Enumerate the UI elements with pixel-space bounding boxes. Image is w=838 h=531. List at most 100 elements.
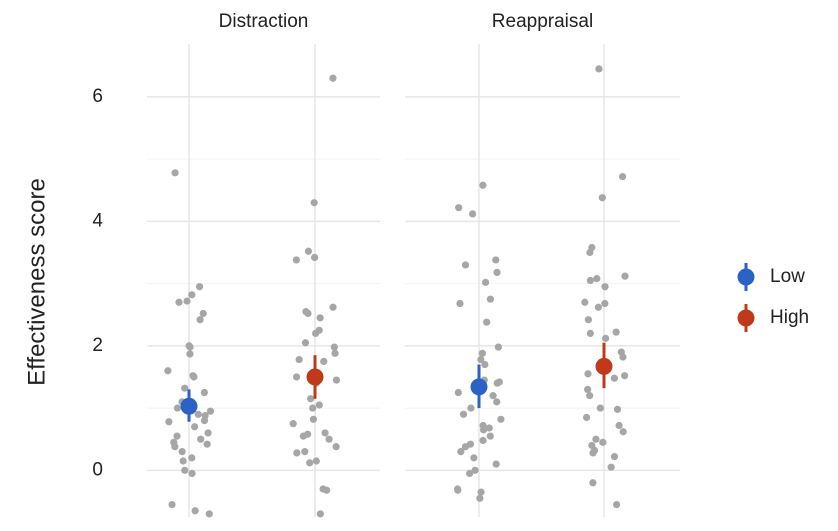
point <box>586 329 594 338</box>
point <box>619 353 627 361</box>
point <box>610 374 618 382</box>
point <box>181 466 189 474</box>
point <box>454 486 462 494</box>
point <box>203 440 211 448</box>
point <box>481 360 489 369</box>
point <box>618 172 627 181</box>
point <box>164 367 172 375</box>
point <box>321 429 329 437</box>
point <box>493 379 501 387</box>
legend-key <box>737 309 755 327</box>
point <box>197 435 205 443</box>
point <box>607 463 615 471</box>
legend-label: Low <box>770 266 805 287</box>
point <box>325 435 333 443</box>
point <box>621 372 629 380</box>
point <box>293 449 301 457</box>
point <box>497 415 505 423</box>
point <box>494 343 502 351</box>
point <box>329 303 337 311</box>
point <box>466 469 474 478</box>
point <box>486 295 495 303</box>
point <box>168 500 176 509</box>
point <box>171 169 179 177</box>
point <box>309 415 318 423</box>
point <box>483 318 491 326</box>
point <box>489 392 497 400</box>
point <box>200 416 209 425</box>
point <box>461 261 470 269</box>
point <box>584 370 592 378</box>
point <box>586 392 594 400</box>
point <box>304 247 313 255</box>
point <box>200 388 208 397</box>
point <box>204 429 212 437</box>
point <box>188 454 196 462</box>
point <box>596 404 604 412</box>
point <box>295 355 303 364</box>
y-tick-label: 2 <box>92 335 103 356</box>
point <box>612 328 620 336</box>
point <box>173 404 182 412</box>
point <box>485 424 493 432</box>
point <box>455 204 463 212</box>
point <box>312 457 320 465</box>
point <box>289 420 297 428</box>
point <box>299 432 307 440</box>
point <box>186 343 194 351</box>
point <box>601 334 610 342</box>
facet-title: Distraction <box>219 11 309 32</box>
mean-point <box>306 368 324 386</box>
point <box>613 500 621 509</box>
point <box>320 357 328 366</box>
point <box>586 248 594 257</box>
point <box>188 469 196 478</box>
point <box>195 283 204 291</box>
point <box>601 299 609 308</box>
point <box>479 436 487 445</box>
point <box>601 283 609 291</box>
point <box>301 339 310 347</box>
facet-title: Reappraisal <box>492 11 593 32</box>
point <box>478 349 486 357</box>
point <box>598 194 606 202</box>
point <box>311 329 320 338</box>
point <box>599 438 607 446</box>
point <box>190 373 198 381</box>
point <box>323 486 331 494</box>
point <box>309 404 317 412</box>
point <box>595 65 603 73</box>
point <box>582 413 591 422</box>
point <box>493 268 501 277</box>
point <box>477 488 485 496</box>
point <box>179 457 187 465</box>
point <box>186 350 194 358</box>
point <box>171 443 179 451</box>
point <box>584 385 592 394</box>
y-tick-label: 6 <box>92 86 103 107</box>
point <box>310 199 318 207</box>
point <box>457 448 465 456</box>
point <box>178 448 186 456</box>
point <box>292 256 300 264</box>
point <box>619 428 627 436</box>
point <box>301 448 309 456</box>
point <box>306 459 314 467</box>
point <box>469 210 477 218</box>
y-axis-title: Effectiveness score <box>23 178 50 386</box>
point <box>492 460 500 468</box>
point <box>331 349 339 357</box>
point <box>194 410 202 418</box>
y-tick-label: 0 <box>92 459 103 480</box>
point <box>188 291 196 299</box>
point <box>615 421 623 430</box>
point <box>191 423 199 431</box>
point <box>493 398 501 406</box>
point <box>586 276 594 285</box>
point <box>613 405 622 413</box>
point <box>477 355 485 364</box>
point <box>205 510 213 518</box>
point <box>470 454 478 462</box>
point <box>311 253 319 262</box>
